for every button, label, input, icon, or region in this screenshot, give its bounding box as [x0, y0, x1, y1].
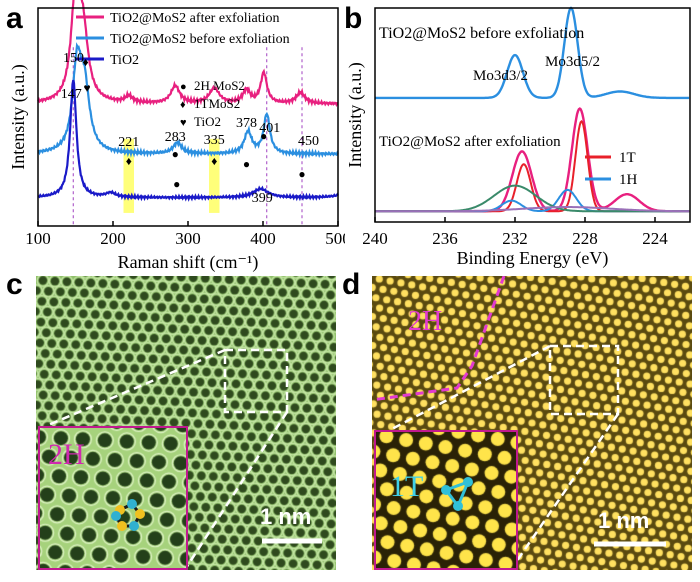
xps-series-after	[375, 107, 690, 213]
peak-marker-7: ●	[260, 129, 267, 143]
x-tick-label: 240	[362, 229, 388, 248]
xps-series-fit-purple	[375, 206, 690, 213]
peak-marker-6: ●	[243, 157, 250, 171]
peak-label-378: 378	[236, 116, 257, 131]
peak-marker-0: ♦	[82, 55, 88, 69]
annotation-0: TiO2@MoS2 before exfoliation	[379, 25, 584, 42]
peak-label-335: 335	[204, 133, 225, 148]
zoom-region-box	[548, 344, 620, 416]
x-tick-label: 400	[250, 229, 276, 248]
raman-chart: 100 200 300 400 500 Raman shift (cm⁻¹) Intensi…	[8, 0, 345, 273]
x-tick-label: 232	[502, 229, 528, 248]
panel-label-c: c	[6, 268, 23, 301]
symbol-legend-label-0: 2H MoS2	[194, 78, 245, 93]
xps-series-before	[375, 6, 690, 100]
plot-frame	[374, 7, 691, 223]
xps-chart: 240 236 232 228 224 Binding Energy (eV) Intens…	[345, 6, 691, 269]
x-tick-label: 236	[432, 229, 458, 248]
x-tick-label: 300	[175, 229, 201, 248]
y-axis-label: Intensity (a.u.)	[345, 62, 366, 167]
inset-phase-label-2h: 2H	[48, 438, 85, 471]
1t-structure-icon	[441, 477, 473, 511]
zoom-line-right	[510, 413, 620, 569]
panel-label-a: a	[6, 2, 23, 35]
main-phase-label-2h: 2H	[408, 306, 443, 337]
panel-label-b: b	[344, 2, 363, 35]
peak-label-150: 150	[63, 51, 84, 66]
x-tick-label: 200	[100, 229, 126, 248]
symbol-legend-marker-0: ●	[180, 81, 187, 93]
scale-bar-label: 1 nm	[598, 508, 650, 533]
legend-label-1: TiO2@MoS2 before exfoliation	[110, 32, 290, 47]
x-tick-label: 228	[572, 229, 598, 248]
symbol-legend-marker-2: ♥	[180, 117, 187, 129]
peak-marker-1: ♥	[83, 81, 90, 95]
x-tick-label: 500	[325, 229, 345, 248]
zoom-region-box	[223, 348, 289, 414]
peak-marker-4: ●	[173, 177, 180, 191]
peak-marker-2: ♦	[126, 154, 132, 168]
peak-label-147: 147	[61, 87, 82, 102]
scale-bar-label: 1 nm	[260, 504, 312, 529]
peak-marker-8: ●	[298, 167, 305, 181]
x-tick-label: 100	[25, 229, 51, 248]
annotation-1: Mo3d3/2	[473, 68, 528, 84]
symbol-legend-label-1: 1TMoS2	[194, 96, 240, 111]
panel-label-d: d	[342, 268, 361, 301]
peak-label-283: 283	[165, 130, 186, 145]
zoom-line-left	[389, 344, 551, 432]
inset-phase-label-1t: 1T	[390, 470, 424, 503]
hrtem-image-1t: 2H 1 nm 1T	[372, 276, 692, 570]
phase-boundary-line	[372, 276, 506, 402]
annotation-3: TiO2@MoS2 after exfoliation	[379, 134, 561, 150]
peak-label-450: 450	[298, 134, 319, 149]
x-tick-label: 224	[642, 229, 668, 248]
symbol-legend-label-2: TiO2	[194, 114, 221, 129]
annotation-2: Mo3d5/2	[545, 54, 600, 70]
peak-marker-3: ●	[172, 147, 179, 161]
zoom-line-right	[184, 411, 289, 569]
2h-structure-icon	[111, 499, 145, 531]
legend-label-2: TiO2	[110, 53, 139, 68]
peak-marker-5: ♦	[211, 154, 217, 168]
x-axis-label: Raman shift (cm⁻¹)	[118, 252, 259, 273]
legend-label-1: 1H	[619, 172, 638, 188]
peak-label-401: 401	[259, 121, 280, 136]
highlight-band-0	[123, 138, 134, 213]
peak-label-399: 399	[252, 191, 273, 206]
series-line-0	[37, 0, 339, 108]
legend-label-0: TiO2@MoS2 after exfoliation	[110, 11, 279, 26]
inset-2h: 2H	[38, 426, 188, 570]
series-line-1	[37, 42, 339, 160]
legend-label-0: 1T	[619, 150, 636, 166]
zoom-line-left	[45, 348, 226, 428]
y-axis-label: Intensity (a.u.)	[8, 64, 29, 169]
hrtem-image-2h: 1 nm 2H	[36, 276, 336, 570]
peak-label-221: 221	[118, 135, 139, 150]
inset-1t: 1T	[374, 430, 518, 570]
symbol-legend-marker-1: ♦	[180, 99, 186, 111]
x-axis-label: Binding Energy (eV)	[457, 248, 609, 269]
series-line-2	[37, 79, 339, 202]
highlight-band-1	[209, 138, 220, 213]
